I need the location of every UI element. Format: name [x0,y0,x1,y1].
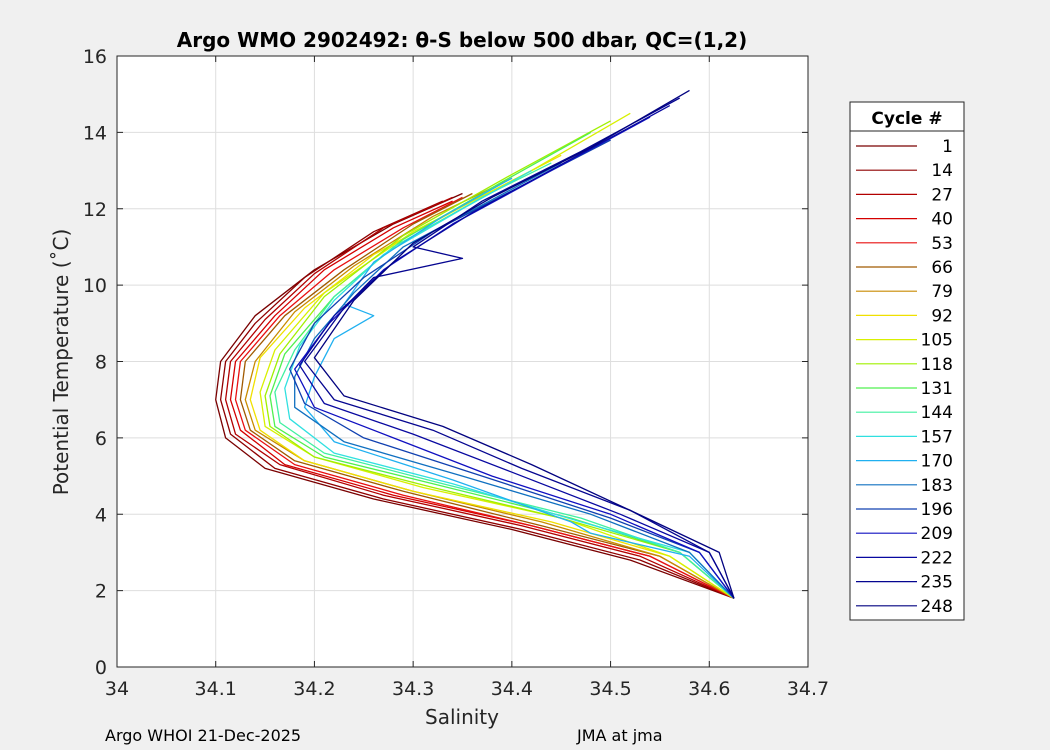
legend-entry-label: 14 [931,161,953,181]
x-axis-label: Salinity [425,705,499,729]
legend-title: Cycle # [871,109,942,129]
legend-entry-label: 131 [921,379,953,399]
series-line [264,120,735,599]
y-tick-label: 4 [95,504,107,526]
legend-entry-label: 144 [921,403,953,423]
series-line [313,89,735,599]
x-tick-label: 34 [105,678,129,700]
legend-entry-label: 79 [931,282,953,302]
y-tick-label: 2 [95,581,107,603]
x-tick-label: 34.3 [392,678,434,700]
legend-entry-label: 118 [921,355,953,375]
legend-entry-label: 170 [921,452,953,472]
legend-entry-label: 248 [921,597,953,617]
legend-entry-label: 27 [931,185,953,205]
legend-entry-label: 157 [921,427,953,447]
series-lines [215,89,735,599]
y-tick-label: 0 [95,657,107,679]
y-tick-label: 8 [95,352,107,374]
y-tick-label: 12 [83,199,107,221]
footer-right: JMA at jma [577,726,663,745]
y-axis-label: Potential Temperature (˚C) [49,229,73,496]
x-tick-label: 34.1 [195,678,237,700]
legend-entry-label: 1 [942,137,953,157]
series-line [224,196,735,599]
series-line [303,177,735,599]
legend-entry-label: 222 [921,548,953,568]
legend-entry-label: 66 [931,258,953,278]
y-tick-label: 14 [83,122,107,144]
legend-entry-label: 196 [921,500,953,520]
y-tick-label: 16 [83,46,107,68]
x-tick-label: 34.2 [293,678,335,700]
x-tick-label: 34.5 [589,678,631,700]
series-line [298,105,735,599]
series-line [219,200,735,599]
x-tick-label: 34.4 [491,678,533,700]
legend-entry-label: 53 [931,234,953,254]
legend-entry-label: 92 [931,306,953,326]
legend: Cycle # 1 14 27 40 53 66 79 92 105 118 131 144 157 17… [849,101,965,621]
x-tick-labels: 34 34.1 34.2 34.3 34.4 34.5 34.6 34.7 [105,678,829,700]
y-tick-label: 6 [95,428,107,450]
series-line [234,196,735,599]
x-tick-label: 34.6 [688,678,730,700]
series-line [303,97,735,599]
series-line [294,162,735,599]
legend-entry-label: 105 [921,331,953,351]
y-tick-labels: 0 2 4 6 8 10 12 14 16 [83,46,107,679]
legend-entry-label: 209 [921,524,953,544]
plot-frame [116,55,809,668]
x-tick-label: 34.7 [787,678,829,700]
legend-entry-label: 235 [921,573,953,593]
legend-entry-label: 40 [931,210,953,230]
legend-entries: 1 14 27 40 53 66 79 92 105 118 131 144 157 170 183 196 2… [856,137,953,617]
legend-entry-label: 183 [921,476,953,496]
series-line [239,192,735,599]
y-tick-label: 10 [83,275,107,297]
series-line [244,177,735,599]
footer-left: Argo WHOI 21-Dec-2025 [105,726,302,745]
chart-title: Argo WMO 2902492: θ-S below 500 dbar, QC… [177,28,747,52]
